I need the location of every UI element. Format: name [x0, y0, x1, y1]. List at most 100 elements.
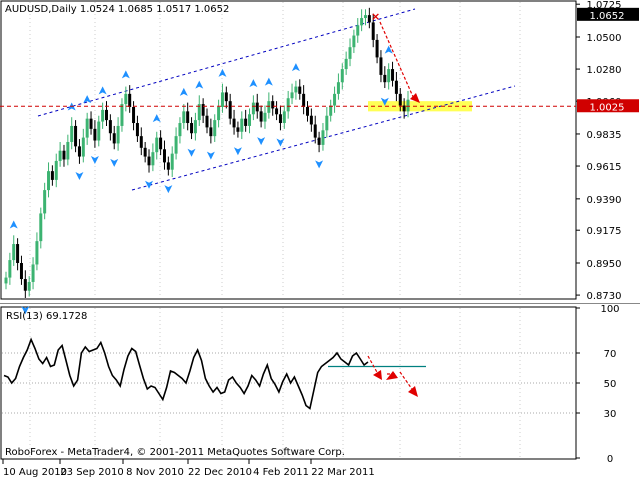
fractal-down-icon — [110, 158, 119, 167]
candle — [124, 86, 128, 112]
candle-body — [166, 162, 170, 170]
candle-body — [294, 86, 298, 93]
candle — [213, 114, 217, 142]
rsi-tick-label: 50 — [604, 379, 617, 390]
candle — [271, 95, 275, 116]
candle — [31, 257, 35, 290]
candle — [108, 114, 112, 141]
candle-body — [62, 150, 66, 160]
rsi-title: RSI(13) 69.1728 — [6, 311, 87, 322]
candle — [259, 105, 263, 128]
candle — [379, 50, 383, 83]
candle — [27, 276, 31, 297]
rsi-arrowhead-3 — [408, 386, 418, 397]
candle — [174, 127, 178, 160]
price-tick-label: 0.8730 — [587, 291, 622, 302]
price-tick-label: 0.9390 — [587, 195, 622, 206]
candle-body — [35, 241, 39, 265]
candle-body — [178, 123, 182, 137]
chart-header: AUDUSD,Daily 1.0524 1.0685 1.0517 1.0652 — [5, 4, 229, 15]
candle-body — [124, 93, 128, 105]
candle-body — [220, 92, 224, 107]
candle-body — [182, 111, 186, 124]
candle — [151, 143, 155, 172]
candle-body — [387, 69, 391, 83]
candle-body — [255, 102, 259, 112]
candle — [147, 149, 151, 173]
price-tick-label: 0.9615 — [587, 162, 622, 173]
candle-body — [275, 108, 279, 115]
fractal-up-icon — [98, 86, 107, 95]
candle — [217, 99, 221, 128]
candle — [356, 18, 360, 43]
fractals — [9, 45, 393, 315]
candle-body — [298, 86, 302, 94]
candle — [193, 112, 197, 141]
candle-body — [193, 120, 197, 134]
candle — [333, 86, 337, 113]
fractal-up-icon — [195, 80, 204, 89]
candle — [302, 85, 306, 115]
candle-body — [309, 115, 313, 125]
fractal-down-icon — [164, 185, 173, 194]
candle — [398, 88, 402, 112]
candle — [363, 9, 367, 26]
candle — [23, 270, 27, 298]
rsi-line — [3, 337, 369, 410]
candle-body — [344, 58, 348, 70]
price-tag-box — [577, 7, 639, 21]
candle-body — [66, 141, 70, 160]
candle — [236, 121, 240, 138]
candle — [135, 115, 139, 142]
candle — [205, 108, 209, 134]
candle-body — [232, 118, 236, 128]
fractal-down-icon — [315, 160, 324, 169]
candle — [394, 71, 398, 102]
price-panel-frame — [0, 0, 577, 300]
candle — [317, 131, 321, 153]
candle — [240, 111, 244, 140]
footer-credit: RoboForex - MetaTrader4, © 2001-2011 Met… — [5, 447, 345, 458]
rsi-arrow-line-3 — [399, 371, 415, 393]
rsi-tick-label: 100 — [600, 304, 619, 315]
price-tick-label: 1.0500 — [587, 33, 622, 44]
candle — [321, 123, 325, 151]
channel-upper-line — [37, 8, 416, 117]
candle — [74, 120, 78, 153]
candle — [16, 238, 20, 271]
candle-body — [108, 120, 112, 134]
candle-body — [139, 136, 143, 148]
candle-body — [132, 106, 136, 124]
candle-body — [317, 137, 321, 145]
price-tick-label: 0.9835 — [587, 130, 622, 141]
candle — [47, 162, 51, 198]
price-tag-box — [577, 99, 639, 113]
candle-body — [58, 150, 62, 161]
candle — [329, 99, 333, 122]
candle-body — [228, 101, 232, 119]
candle — [128, 85, 132, 113]
candle-body — [105, 109, 108, 121]
candle-body — [251, 102, 255, 115]
candle-body — [290, 92, 294, 99]
candle — [244, 109, 248, 132]
candle-body — [112, 133, 116, 144]
rsi-axis: 100 70 50 30 0 — [576, 304, 620, 465]
candle-body — [81, 137, 85, 157]
candle-body — [213, 120, 217, 137]
fractal-down-icon — [145, 180, 154, 189]
candle — [375, 34, 379, 64]
candle — [159, 130, 163, 156]
candle — [267, 92, 271, 119]
candle — [309, 108, 313, 132]
candle-body — [70, 125, 74, 142]
candle-body — [174, 136, 178, 154]
candle — [162, 140, 166, 170]
candle-body — [336, 82, 340, 94]
candle — [298, 79, 302, 100]
candle — [66, 134, 70, 166]
rsi-arrowhead-1 — [373, 370, 382, 380]
candle — [170, 146, 174, 177]
